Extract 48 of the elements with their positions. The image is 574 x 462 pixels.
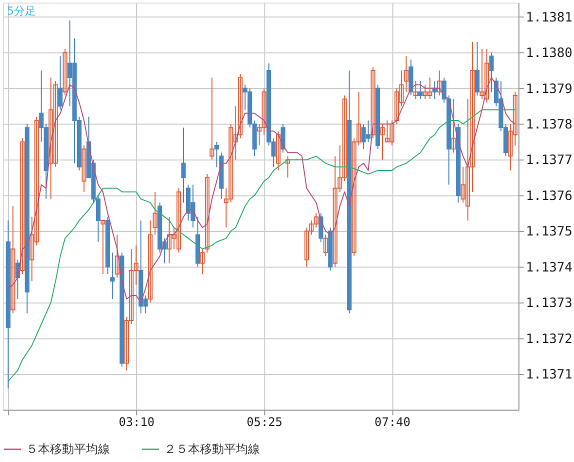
x-tick-label: 03:10 bbox=[118, 415, 155, 430]
candlestick bbox=[82, 144, 86, 192]
candlestick bbox=[474, 41, 480, 96]
candlestick bbox=[100, 220, 106, 275]
candlestick bbox=[318, 212, 324, 242]
candlestick bbox=[437, 70, 442, 96]
legend-label: ２５本移動平均線 bbox=[164, 442, 260, 456]
candlestick bbox=[110, 252, 115, 300]
y-tick-label: 1.1381 bbox=[526, 10, 572, 26]
line-series bbox=[8, 109, 516, 382]
y-tick-label: 1.1379 bbox=[526, 82, 572, 97]
y-tick-label: 1.1380 bbox=[526, 46, 572, 62]
candlestick bbox=[181, 127, 186, 204]
candlestick bbox=[418, 80, 423, 100]
candlestick bbox=[280, 124, 286, 154]
candlestick bbox=[62, 48, 68, 96]
candlestick bbox=[451, 98, 456, 154]
candlestick bbox=[276, 130, 281, 171]
candlestick bbox=[214, 141, 219, 168]
legend-label: ５本移動平均線 bbox=[26, 442, 110, 456]
line-series bbox=[8, 77, 516, 304]
candlestick bbox=[152, 191, 158, 236]
candlestick bbox=[210, 77, 214, 160]
candlestick bbox=[323, 234, 328, 257]
candlestick bbox=[489, 52, 494, 92]
y-tick-label: 1.1377 bbox=[526, 153, 572, 168]
y-tick-label: 1.1371 bbox=[526, 367, 572, 382]
x-tick-label: 05:25 bbox=[246, 415, 282, 430]
candlestick bbox=[285, 156, 290, 178]
candlestick bbox=[58, 56, 63, 110]
candlestick bbox=[20, 138, 25, 275]
candlestick bbox=[370, 66, 376, 139]
chart-title: 5分足 bbox=[6, 4, 36, 18]
candlestick bbox=[200, 248, 205, 275]
y-tick-label: 1.1372 bbox=[526, 332, 572, 347]
y-tick-label: 1.1378 bbox=[526, 117, 572, 132]
candlestick bbox=[380, 124, 385, 160]
y-tick-label: 1.1376 bbox=[526, 188, 572, 204]
y-tick-label: 1.1374 bbox=[526, 260, 573, 276]
candlestick bbox=[204, 174, 210, 254]
y-tick-label: 1.1375 bbox=[526, 224, 572, 240]
y-tick-label: 1.1373 bbox=[526, 296, 572, 312]
x-tick-label: 07:40 bbox=[374, 415, 410, 430]
candlestick bbox=[413, 80, 418, 100]
candlestick bbox=[10, 206, 16, 314]
candlestick bbox=[404, 56, 408, 92]
candlestick bbox=[148, 220, 153, 304]
candlestick bbox=[114, 234, 120, 278]
